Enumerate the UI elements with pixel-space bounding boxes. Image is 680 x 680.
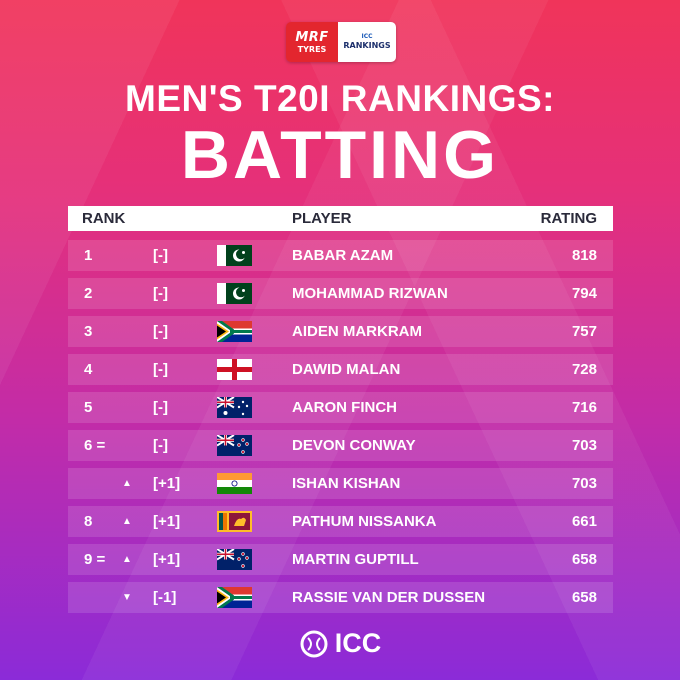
rank-value: 6 = (84, 437, 106, 454)
rating-value: 728 (571, 361, 597, 378)
rank-change: [+1] (153, 513, 181, 530)
player-name: RASSIE VAN DER DUSSEN (292, 589, 486, 606)
rating-value: 757 (571, 323, 597, 340)
table-row: 3 [-] AIDEN MARKRAM 757 (68, 316, 613, 347)
table-row: 6 = [-] DEVON CONWAY 703 (68, 430, 613, 461)
player-name: ISHAN KISHAN (292, 475, 401, 492)
table-row: 2 [-] MOHAMMAD RIZWAN 794 (68, 278, 613, 309)
player-name: MARTIN GUPTILL (292, 551, 419, 568)
player-name: AARON FINCH (292, 399, 397, 416)
player-name: DAWID MALAN (292, 361, 401, 378)
arrow-up-icon: ▲ (122, 478, 132, 489)
rank-value: 8 (84, 513, 93, 530)
arrow-down-icon: ▼ (122, 592, 132, 603)
rank-change: [-] (153, 247, 168, 264)
table-row: ▼ [-1] RASSIE VAN DER DUSSEN 658 (68, 582, 613, 613)
rank-change: [-] (153, 361, 168, 378)
sri-lanka-flag-icon (217, 511, 252, 532)
table-row: 8 ▲ [+1] PATHUM NISSANKA 661 (68, 506, 613, 537)
mrf-logo-text: MRF (295, 29, 329, 45)
rank-value: 4 (84, 361, 93, 378)
icc-rankings-small: ICC (361, 33, 373, 40)
title-line-1: MEN'S T20I RANKINGS: (125, 78, 555, 119)
rating-value: 703 (571, 475, 597, 492)
rank-change: [+1] (153, 551, 181, 568)
player-name: PATHUM NISSANKA (292, 513, 437, 530)
india-flag-icon (217, 473, 252, 494)
rank-change: [-] (153, 399, 168, 416)
table-row: ▲ [+1] ISHAN KISHAN 703 (68, 468, 613, 499)
rank-value: 2 (84, 285, 93, 302)
sponsor-logo: MRF TYRES ICC RANKINGS (286, 22, 396, 62)
table-header: RANK PLAYER RATING (68, 206, 613, 231)
rank-value: 9 = (84, 551, 106, 568)
rating-value: 658 (571, 589, 597, 606)
table-row: 4 [-] DAWID MALAN 728 (68, 354, 613, 385)
arrow-up-icon: ▲ (122, 554, 132, 565)
player-name: AIDEN MARKRAM (292, 323, 422, 340)
header-rating: RATING (540, 210, 597, 227)
pakistan-flag-icon (217, 245, 252, 266)
title-line-2: BATTING (180, 117, 500, 193)
new-zealand-flag-icon (217, 549, 252, 570)
rank-change: [-1] (153, 589, 177, 606)
pakistan-flag-icon (217, 283, 252, 304)
england-flag-icon (217, 359, 252, 380)
table-row: 9 = ▲ [+1] MARTIN GUPTILL 658 (68, 544, 613, 575)
icc-ball-icon (300, 630, 328, 657)
rating-value: 818 (571, 247, 597, 264)
table-row: 5 [-] AARON FINCH 716 (68, 392, 613, 423)
footer-icc-text: ICC (334, 628, 382, 658)
rank-change: [+1] (153, 475, 181, 492)
rank-change: [-] (153, 437, 168, 454)
player-name: BABAR AZAM (292, 247, 394, 264)
mrf-logo-subtext: TYRES (297, 44, 327, 54)
rating-value: 794 (571, 285, 597, 302)
player-name: DEVON CONWAY (292, 437, 416, 454)
header-player: PLAYER (292, 210, 352, 227)
mrf-logo: MRF TYRES (286, 22, 338, 62)
south-africa-flag-icon (217, 321, 252, 342)
rating-value: 716 (571, 399, 597, 416)
footer: ICC (0, 628, 680, 659)
rating-value: 703 (571, 437, 597, 454)
icc-rankings-text: RANKINGS (343, 41, 391, 50)
south-africa-flag-icon (217, 587, 252, 608)
table-row: 1 [-] BABAR AZAM 818 (68, 240, 613, 271)
rating-value: 661 (571, 513, 597, 530)
rank-value: 1 (84, 247, 93, 264)
rank-change: [-] (153, 285, 168, 302)
rank-value: 3 (84, 323, 93, 340)
header-rank: RANK (82, 210, 126, 227)
player-name: MOHAMMAD RIZWAN (292, 285, 448, 302)
rating-value: 658 (571, 551, 597, 568)
rank-change: [-] (153, 323, 168, 340)
arrow-up-icon: ▲ (122, 516, 132, 527)
rank-value: 5 (84, 399, 93, 416)
australia-flag-icon (217, 397, 252, 418)
icc-rankings-logo: ICC RANKINGS (338, 22, 396, 62)
new-zealand-flag-icon (217, 435, 252, 456)
